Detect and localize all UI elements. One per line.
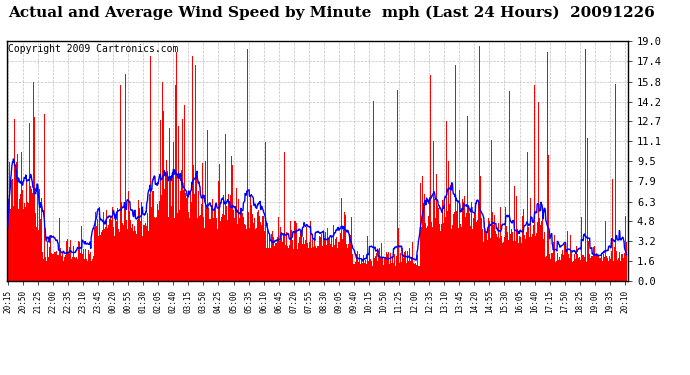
Text: Actual and Average Wind Speed by Minute  mph (Last 24 Hours)  20091226: Actual and Average Wind Speed by Minute … [8, 6, 655, 20]
Text: Copyright 2009 Cartronics.com: Copyright 2009 Cartronics.com [8, 44, 179, 54]
